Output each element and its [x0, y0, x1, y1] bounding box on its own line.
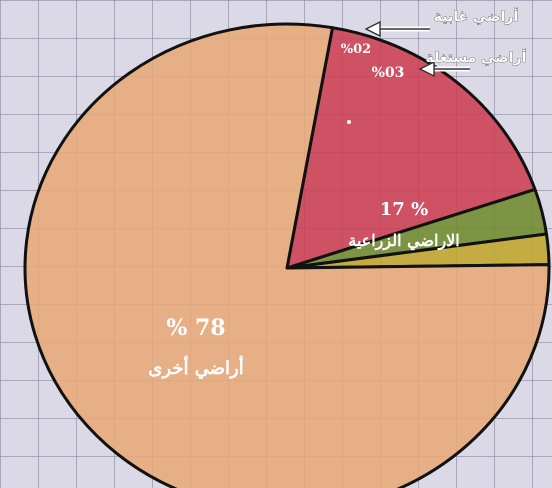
callout-arrow-exploited: [418, 60, 470, 78]
slice-label-other: أراضي أخرى: [148, 356, 243, 379]
slice-label-agricultural: الاراضي الزراعية: [348, 231, 460, 251]
slice-value-agricultural: 17 %: [380, 199, 428, 220]
slice-value-forest: %02: [341, 42, 371, 57]
callout-arrow-forest: [364, 20, 430, 38]
marker-dot: [347, 120, 351, 124]
slice-value-exploited: %03: [372, 65, 405, 81]
slice-value-other: % 78: [166, 315, 225, 341]
pie-slice-other: [23, 22, 551, 488]
callout-label-exploited: أراضي مستغلة: [426, 48, 527, 66]
callout-label-forest: أراضي غابية: [434, 7, 519, 25]
